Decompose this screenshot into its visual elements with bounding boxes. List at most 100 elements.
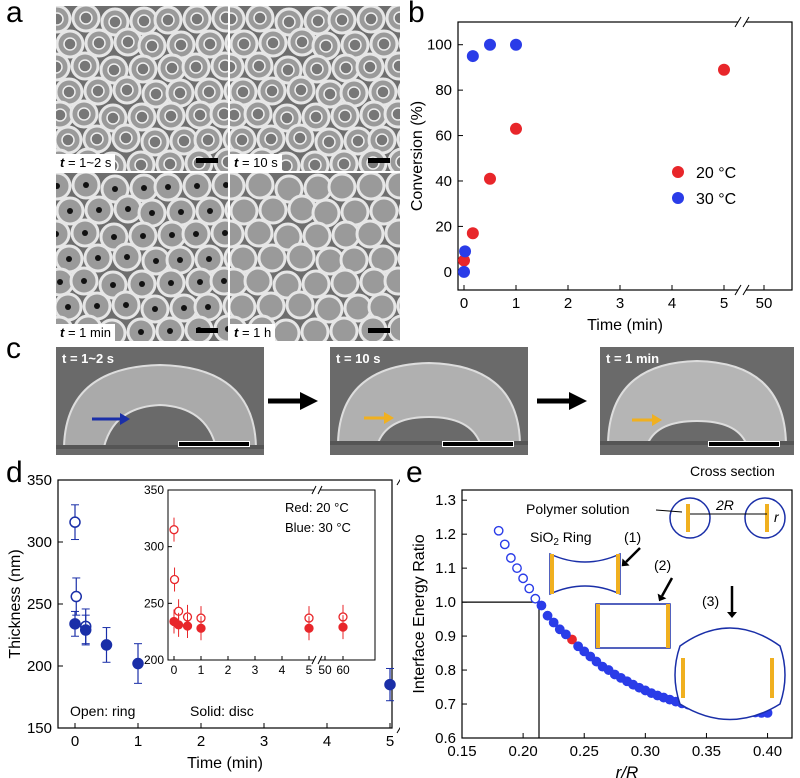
droplet [355,219,385,249]
data-point [459,245,472,258]
data-point [512,563,522,574]
y-axis-label: Thickness (nm) [7,549,24,658]
convex-shape-sketch [674,627,786,721]
droplet-hole [94,303,100,309]
droplet-hole [63,37,77,51]
x-tick-label: 4 [668,295,676,312]
droplet-hole [153,258,159,264]
droplet-hole [221,278,227,284]
yellow-arrow-icon [632,414,662,426]
inset-legend-red: Red: 20 °C [285,500,349,515]
data-point [591,656,602,667]
sem-label-2: t = 10 s [230,154,282,171]
droplet-hole [149,210,155,216]
droplet [230,173,246,201]
droplet-hole [202,85,216,99]
cross-section-image-3: t = 1 min [600,347,794,455]
droplet [223,80,228,102]
droplet-hole [81,278,87,284]
droplet-hole [310,62,324,76]
sio2-ring-bar [616,554,620,594]
droplet [245,173,275,200]
cross-section-label: Cross section [690,463,775,479]
data-point [79,624,92,636]
droplet-hole [237,37,251,51]
droplet [224,200,228,220]
droplet-hole [67,208,73,214]
chart-d: 0123455060150200250300350Time (min)Thick… [7,472,400,772]
y-tick-label: 1.2 [435,526,456,543]
pointer-line [655,509,683,513]
droplet-hole [106,111,120,125]
droplet [257,243,287,273]
data-point [510,122,522,135]
axis-break-mark [734,284,742,296]
x-tick-label: 5 [720,295,728,312]
y-tick-label: 0 [444,264,452,281]
data-point [554,624,565,635]
axis-break-mask [314,657,320,663]
droplet-hole [391,107,400,121]
droplet [396,296,400,316]
sem-label-3: t = 1 min [56,324,115,341]
droplet-hole [120,83,134,97]
panel-letter-e: e [406,456,423,489]
data-point [518,573,529,584]
droplet-hole [230,108,241,122]
x-tick-label: 1 [512,295,520,312]
droplet-hole [177,257,183,263]
droplet-hole [95,255,101,261]
sio2-ring-bar [765,504,769,532]
data-point [510,38,522,51]
y-tick-label: 20 [435,218,452,235]
droplet [330,268,360,298]
step-3-label: (3) [702,593,719,609]
droplet-hole [148,135,162,149]
polymer-solution-label: Polymer solution [526,501,630,517]
x-tick-label: 2 [197,733,205,750]
x-tick-label: 50 [756,295,773,312]
droplet [397,82,400,100]
droplet-hole [190,12,204,26]
droplet-hole [96,207,102,213]
droplet-hole [137,14,151,28]
data-point [69,618,81,630]
droplet-hole [136,62,150,76]
droplet [222,294,228,318]
inset-frame [167,489,376,661]
droplet-hole [152,306,158,312]
step-arrow [660,577,674,597]
data-point [536,600,547,611]
droplet-hole [124,254,130,260]
cross-section-image-1: t = 1~2 s [56,347,264,455]
droplet-hole [140,233,146,239]
droplet-hole [201,133,215,147]
droplet [223,247,228,269]
droplet [387,314,400,341]
x-tick-label: 0.30 [631,743,660,760]
sem-label-4: t = 1 h [230,324,276,341]
right-arrow-icon [268,392,318,410]
y-tick-label: 80 [435,82,452,99]
droplet-hole [230,60,237,74]
y-tick-label: 250 [27,596,52,613]
droplet-hole [205,304,211,310]
data-point [548,617,559,628]
droplet [56,173,72,201]
ring-cross-section-graphic [56,363,264,449]
data-point [484,172,496,185]
droplet-hole [335,13,349,27]
data-point [505,553,516,563]
droplet-hole [56,60,63,74]
droplet [287,194,317,224]
droplet-hole [348,38,362,52]
disc-droplets-graphic [230,173,400,341]
sio2-ring-bar [770,658,774,698]
sem-image-3: t = 1 min [56,173,228,341]
droplet-hole [376,85,390,99]
data-point [530,593,541,604]
step-1-label: (1) [624,529,641,545]
droplet-hole [207,208,213,214]
droplet-hole [92,36,106,50]
droplet-hole [252,59,266,73]
